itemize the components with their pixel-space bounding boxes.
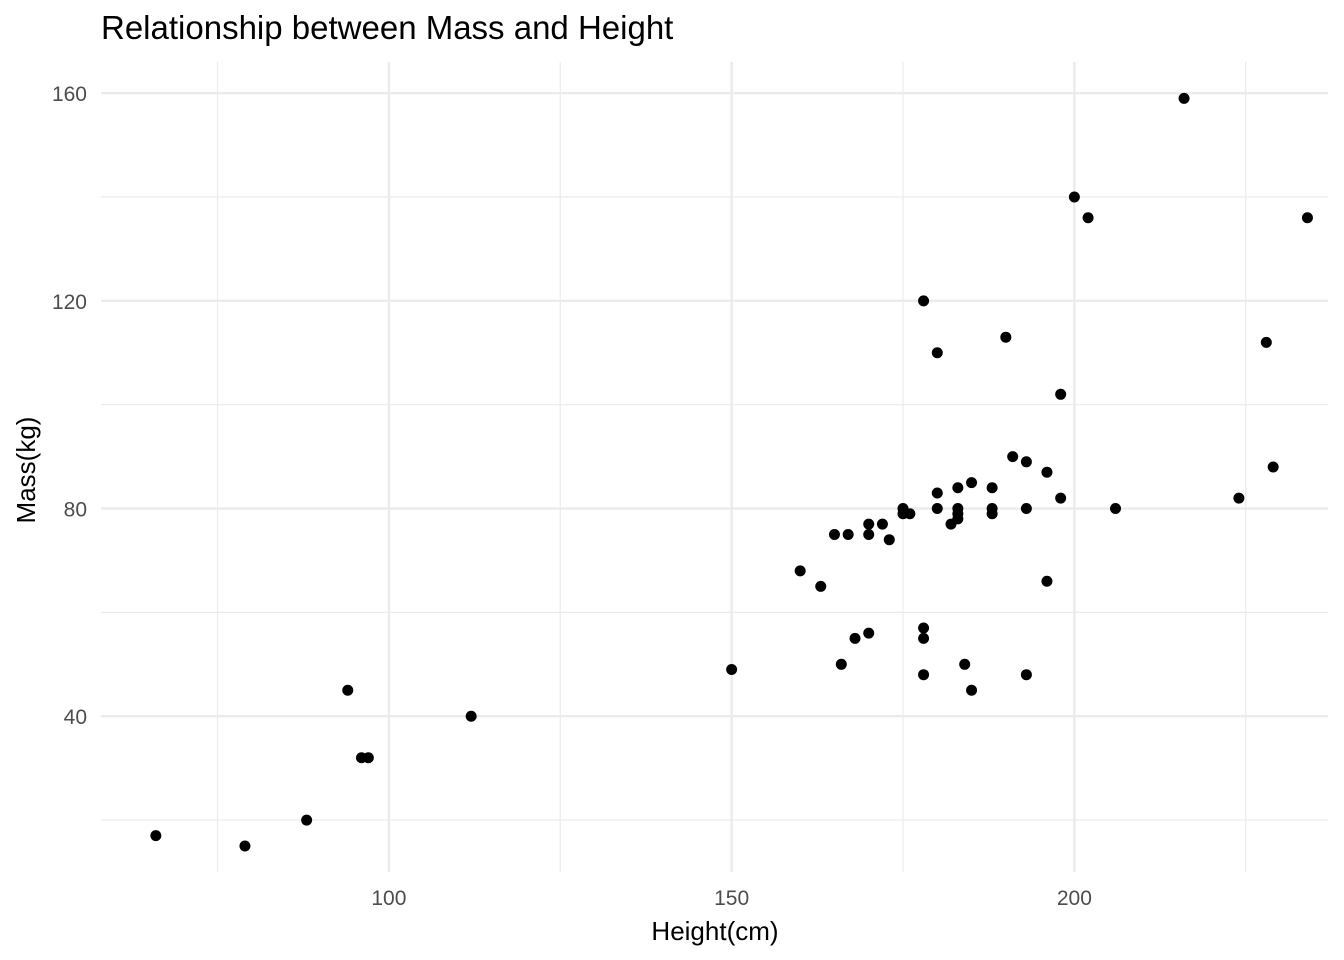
data-point (1260, 336, 1272, 348)
data-point (931, 347, 943, 359)
y-tick-label: 80 (64, 499, 87, 522)
data-point (918, 669, 930, 681)
data-point (966, 477, 978, 489)
data-point (959, 658, 971, 670)
data-point (150, 830, 162, 842)
data-point (1020, 503, 1032, 515)
data-point (1178, 92, 1190, 104)
data-point (1041, 575, 1053, 587)
data-point (835, 658, 847, 670)
data-point (1041, 466, 1053, 478)
data-point (1267, 461, 1279, 473)
data-point (952, 513, 964, 525)
data-point (883, 534, 895, 546)
data-point (301, 814, 313, 826)
data-point (815, 580, 827, 592)
data-point (794, 565, 806, 577)
data-point (986, 508, 998, 520)
x-tick-label: 200 (1057, 887, 1092, 910)
data-point (1110, 503, 1122, 515)
data-point (1055, 492, 1067, 504)
data-point (876, 518, 888, 530)
data-point (863, 529, 875, 540)
data-point (1233, 492, 1245, 504)
data-point (952, 482, 964, 494)
grid-layer (101, 62, 1328, 872)
y-tick-label: 40 (64, 706, 87, 729)
data-point (342, 684, 354, 696)
data-point (966, 684, 978, 696)
data-point (1020, 669, 1032, 681)
data-point (863, 518, 875, 530)
data-point (828, 529, 840, 540)
points-layer (150, 92, 1313, 852)
data-point (1000, 331, 1012, 343)
data-point (1068, 191, 1080, 203)
data-point (986, 482, 998, 494)
data-point (904, 508, 916, 520)
data-point (931, 487, 943, 499)
y-tick-label: 120 (52, 291, 87, 314)
data-point (1007, 451, 1019, 463)
data-point (239, 840, 251, 852)
data-point (1082, 212, 1094, 224)
data-point (863, 627, 875, 639)
data-point (842, 529, 854, 540)
data-point (1020, 456, 1032, 468)
data-point (918, 295, 930, 307)
y-axis-title: Mass(kg) (11, 417, 41, 524)
data-point (362, 752, 374, 764)
chart-title: Relationship between Mass and Height (101, 9, 673, 46)
tick-labels: 100 150 200 40 80 120 160 (52, 83, 1092, 910)
data-point (918, 622, 930, 634)
data-point (918, 632, 930, 644)
x-tick-label: 100 (371, 887, 406, 910)
y-tick-label: 160 (52, 83, 87, 106)
data-point (465, 710, 477, 722)
x-axis-title: Height(cm) (651, 916, 778, 946)
data-point (1055, 388, 1067, 400)
data-point (931, 503, 943, 515)
x-tick-label: 150 (714, 887, 749, 910)
data-point (849, 632, 861, 644)
data-point (726, 664, 738, 675)
data-point (1301, 212, 1313, 224)
